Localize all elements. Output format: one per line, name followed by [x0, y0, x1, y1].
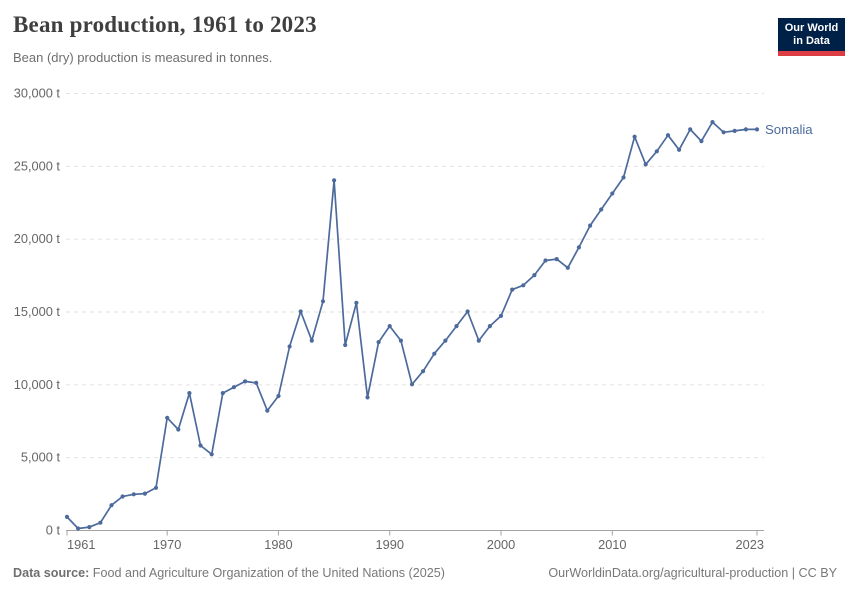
data-point-1985[interactable] — [332, 178, 337, 183]
x-tick-label: 1970 — [153, 537, 181, 552]
data-point-2009[interactable] — [599, 207, 604, 212]
chart-footer: Data source: Food and Agriculture Organi… — [13, 566, 837, 580]
x-tick-label: 2010 — [598, 537, 626, 552]
data-point-1962[interactable] — [76, 526, 81, 531]
data-point-2014[interactable] — [654, 149, 659, 154]
data-point-1992[interactable] — [409, 382, 415, 387]
data-point-1987[interactable] — [354, 300, 359, 305]
owid-logo-box: Our World in Data — [778, 18, 845, 51]
data-point-2001[interactable] — [510, 287, 515, 292]
data-point-2011[interactable] — [621, 175, 626, 180]
data-point-2022[interactable] — [743, 127, 749, 132]
series-line-somalia[interactable] — [66, 121, 758, 530]
y-tick-label: 5,000 t — [21, 450, 61, 465]
data-point-2005[interactable] — [554, 257, 559, 262]
x-tick-label: 1980 — [264, 537, 292, 552]
data-point-2021[interactable] — [732, 128, 737, 133]
data-point-1994[interactable] — [432, 351, 437, 356]
owid-logo-accent-bar — [778, 51, 845, 56]
owid-logo-line2: in Data — [793, 35, 830, 47]
data-point-1993[interactable] — [421, 369, 426, 374]
data-source-label: Data source: — [13, 566, 90, 580]
data-point-1972[interactable] — [187, 391, 192, 396]
data-point-1983[interactable] — [309, 338, 314, 343]
data-point-1998[interactable] — [476, 338, 481, 343]
data-point-2015[interactable] — [665, 133, 671, 138]
data-point-1999[interactable] — [487, 324, 492, 329]
y-tick-label: 0 t — [46, 523, 61, 538]
data-point-2019[interactable] — [710, 120, 715, 125]
data-point-2018[interactable] — [699, 139, 704, 144]
license-link[interactable]: CC BY — [798, 566, 838, 580]
data-point-1978[interactable] — [254, 380, 259, 385]
data-point-1982[interactable] — [298, 309, 303, 314]
data-point-2000[interactable] — [498, 313, 504, 318]
data-point-2017[interactable] — [688, 127, 693, 132]
data-point-1971[interactable] — [176, 427, 181, 432]
data-point-1979[interactable] — [265, 408, 270, 413]
data-point-1975[interactable] — [220, 391, 225, 396]
x-tick-label: 1961 — [67, 537, 95, 552]
footer-links: OurWorldinData.org/agricultural-producti… — [548, 566, 837, 580]
data-point-2007[interactable] — [576, 245, 582, 250]
chart-title: Bean production, 1961 to 2023 — [13, 12, 317, 37]
data-point-2008[interactable] — [588, 223, 593, 228]
data-point-1988[interactable] — [365, 395, 370, 400]
data-point-1981[interactable] — [287, 344, 292, 349]
data-point-2006[interactable] — [565, 265, 570, 270]
x-tick-label: 1990 — [376, 537, 404, 552]
y-tick-label: 20,000 t — [14, 231, 61, 246]
owid-logo[interactable]: Our World in Data — [778, 18, 845, 56]
data-point-1974[interactable] — [209, 452, 214, 457]
data-point-1969[interactable] — [153, 485, 159, 490]
data-point-1991[interactable] — [398, 338, 403, 343]
data-point-1976[interactable] — [231, 385, 236, 390]
data-point-2002[interactable] — [521, 283, 526, 288]
data-source-note: Data source: Food and Agriculture Organi… — [13, 566, 445, 580]
data-point-1990[interactable] — [387, 324, 392, 329]
y-tick-label: 10,000 t — [14, 377, 61, 392]
x-tick-label: 2000 — [487, 537, 515, 552]
data-point-1997[interactable] — [465, 309, 470, 314]
y-tick-label: 25,000 t — [14, 158, 61, 173]
data-point-1973[interactable] — [198, 443, 203, 448]
footer-separator: | — [788, 566, 799, 580]
owid-logo-line1: Our World — [784, 22, 839, 34]
data-point-1980[interactable] — [276, 393, 281, 399]
data-point-2020[interactable] — [721, 130, 726, 135]
data-point-2003[interactable] — [532, 273, 537, 278]
owid-url-link[interactable]: OurWorldinData.org/agricultural-producti… — [548, 566, 789, 580]
y-tick-label: 30,000 t — [14, 86, 61, 101]
data-point-1989[interactable] — [376, 340, 381, 345]
data-point-2012[interactable] — [632, 134, 637, 139]
y-tick-label: 15,000 t — [14, 304, 61, 319]
data-point-1977[interactable] — [243, 379, 248, 384]
data-point-1965[interactable] — [109, 503, 114, 508]
data-point-2023[interactable] — [754, 127, 760, 132]
data-point-2004[interactable] — [543, 258, 548, 263]
data-point-1986[interactable] — [343, 342, 348, 348]
data-point-1964[interactable] — [98, 520, 103, 525]
data-point-1996[interactable] — [454, 324, 459, 329]
data-source-text: Food and Agriculture Organization of the… — [89, 566, 445, 580]
x-tick-label: 2023 — [736, 537, 764, 552]
data-point-2010[interactable] — [610, 191, 615, 196]
data-point-1968[interactable] — [142, 491, 147, 496]
series-label-somalia[interactable]: Somalia — [765, 122, 813, 137]
data-point-1995[interactable] — [443, 338, 448, 343]
data-point-1966[interactable] — [120, 494, 125, 499]
data-point-1961[interactable] — [64, 514, 70, 520]
data-point-2016[interactable] — [677, 147, 682, 152]
chart-subtitle: Bean (dry) production is measured in ton… — [13, 50, 273, 65]
data-point-1963[interactable] — [87, 525, 92, 530]
data-point-1984[interactable] — [320, 299, 326, 304]
data-point-2013[interactable] — [643, 162, 648, 167]
data-point-1970[interactable] — [165, 415, 170, 420]
data-point-1967[interactable] — [131, 492, 136, 497]
